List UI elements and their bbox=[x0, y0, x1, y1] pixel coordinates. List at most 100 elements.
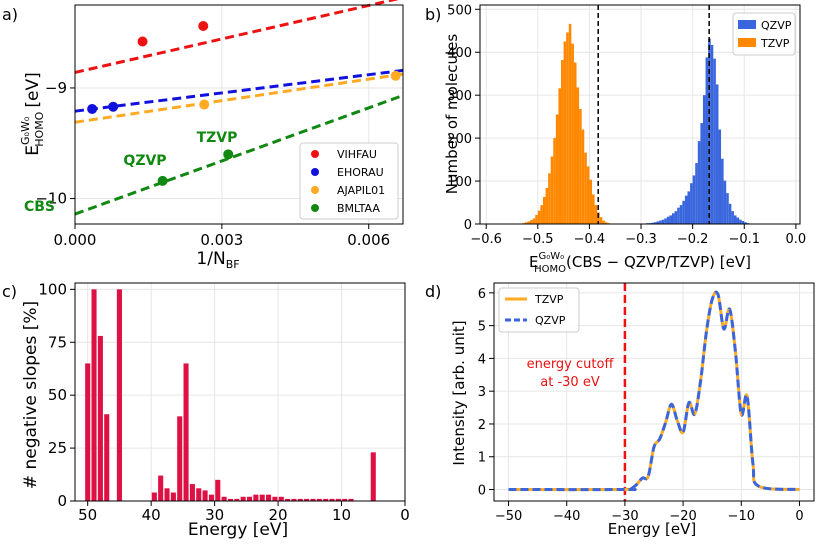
histogram-bar-tzvp bbox=[545, 187, 549, 224]
histogram-bar-tzvp bbox=[579, 108, 582, 224]
histogram-bar-qzvp bbox=[708, 38, 711, 225]
y-tick-label: 75 bbox=[48, 333, 67, 351]
data-point-vihfau bbox=[137, 36, 148, 47]
histogram-bar-qzvp bbox=[669, 215, 672, 224]
histogram-bar-tzvp bbox=[542, 196, 546, 224]
data-point-bmltaa bbox=[223, 149, 234, 160]
negative-slope-bar bbox=[183, 363, 189, 501]
histogram-bar-qzvp bbox=[721, 158, 724, 224]
legend-marker-ehorau bbox=[311, 168, 319, 176]
panel-a-fit-lines bbox=[74, 0, 404, 216]
negative-slope-bar bbox=[234, 498, 240, 501]
legend-label-qzvp: QZVP bbox=[761, 19, 792, 32]
histogram-bar-tzvp bbox=[581, 129, 585, 224]
negative-slope-bar bbox=[278, 496, 284, 501]
negative-slope-bar bbox=[170, 492, 176, 501]
data-point-vihfau bbox=[198, 21, 209, 32]
histogram-bar-qzvp bbox=[684, 195, 688, 224]
histogram-bar-tzvp bbox=[563, 41, 567, 224]
histogram-bar-qzvp bbox=[726, 193, 729, 224]
x-tick-label: 10 bbox=[332, 506, 351, 524]
fit-line-bmltaa bbox=[74, 94, 404, 216]
y-tick-label: 500 bbox=[447, 3, 472, 18]
histogram-bar-qzvp bbox=[731, 211, 734, 224]
x-tick-label: 50 bbox=[78, 506, 97, 524]
histogram-bar-tzvp bbox=[561, 59, 564, 224]
negative-slope-bar bbox=[342, 498, 348, 501]
panel-a: a) 0.000 0.003 0.006 −9 −10 CBS QZVP TZVP VI… bbox=[2, 0, 404, 271]
y-tick-label: 0 bbox=[464, 218, 472, 233]
negative-slope-bar bbox=[323, 498, 329, 501]
negative-slope-bar bbox=[208, 494, 214, 501]
histogram-bar-qzvp bbox=[651, 222, 654, 224]
negative-slope-bar bbox=[196, 488, 202, 501]
panel-b-frame bbox=[479, 4, 801, 225]
histogram-bar-tzvp bbox=[586, 166, 590, 224]
negative-slope-bar bbox=[310, 498, 316, 501]
histogram-bar-tzvp bbox=[597, 212, 600, 224]
panel-d-legend: TZVP QZVP bbox=[498, 287, 580, 333]
y-tick-label: 4 bbox=[478, 352, 486, 367]
y-tick-label: 200 bbox=[447, 132, 472, 147]
histogram-bar-tzvp bbox=[555, 114, 559, 224]
histogram-bar-tzvp bbox=[592, 194, 595, 224]
negative-slope-bar bbox=[266, 494, 272, 501]
negative-slope-bar bbox=[297, 498, 303, 501]
fit-line-ehorau bbox=[74, 68, 404, 113]
y-tick-label: 300 bbox=[447, 89, 472, 104]
panel-a-label: a) bbox=[2, 5, 18, 24]
annotation-tzvp: TZVP bbox=[197, 130, 238, 146]
negative-slope-bar bbox=[285, 498, 291, 501]
cutoff-annotation-line-1: energy cutoff bbox=[527, 357, 615, 372]
panel-d-frame bbox=[493, 282, 815, 502]
histogram-bar-tzvp bbox=[584, 152, 587, 224]
legend-label-ehorau: EHORAU bbox=[337, 166, 384, 179]
histogram-bar-qzvp bbox=[741, 220, 745, 224]
panel-a-ylabel: EG₀W₀HOMO[eV] bbox=[19, 72, 46, 155]
negative-slope-bar bbox=[215, 479, 221, 501]
histogram-bar-qzvp bbox=[679, 205, 683, 224]
data-point-ehorau bbox=[87, 103, 98, 114]
histogram-bar-qzvp bbox=[697, 141, 701, 224]
y-tick-label: 5 bbox=[478, 320, 486, 335]
x-tick-label: 0 bbox=[795, 509, 803, 524]
x-tick-label: −0.2 bbox=[677, 232, 709, 247]
legend-label-tzvp: TZVP bbox=[760, 37, 790, 50]
x-tick-label: −0.5 bbox=[522, 232, 554, 247]
histogram-bar-tzvp bbox=[566, 32, 569, 224]
legend-marker-ajapil01 bbox=[311, 186, 319, 194]
negative-slope-bar bbox=[202, 490, 208, 501]
histogram-bar-qzvp bbox=[713, 58, 716, 225]
legend-label-tzvp: TZVP bbox=[534, 293, 564, 306]
negative-slope-bar bbox=[189, 484, 195, 501]
data-point-ehorau bbox=[108, 101, 119, 112]
histogram-bar-qzvp bbox=[744, 222, 747, 224]
negative-slope-bar bbox=[151, 492, 157, 501]
x-tick-label: −30 bbox=[611, 509, 638, 524]
histogram-bar-qzvp bbox=[715, 84, 719, 224]
legend-swatch-qzvp bbox=[738, 20, 756, 29]
histogram-bar-qzvp bbox=[682, 200, 685, 224]
legend-marker-vihfau bbox=[311, 150, 319, 158]
histogram-bar-qzvp bbox=[700, 123, 703, 224]
histogram-bar-qzvp bbox=[659, 220, 662, 224]
panel-a-ticks: 0.000 0.003 0.006 −9 −10 bbox=[35, 79, 390, 249]
histogram-bar-tzvp bbox=[571, 43, 574, 224]
histogram-bar-qzvp bbox=[718, 129, 722, 224]
negative-slope-bar bbox=[158, 475, 164, 501]
histogram-bar-tzvp bbox=[532, 218, 536, 224]
negative-slope-bar bbox=[304, 498, 310, 501]
histogram-bar-qzvp bbox=[733, 215, 737, 224]
y-tick-label: 100 bbox=[38, 280, 67, 298]
legend-label-ajapil01: AJAPIL01 bbox=[337, 184, 385, 197]
legend-box bbox=[299, 142, 399, 220]
histogram-bar-qzvp bbox=[674, 211, 678, 224]
histogram-bar-tzvp bbox=[527, 221, 531, 224]
panel-d-lines bbox=[508, 290, 800, 492]
negative-slope-bar bbox=[164, 488, 170, 501]
histogram-bar-tzvp bbox=[537, 210, 541, 224]
panel-d-ticks: −50 −40 −30 −20 −10 0 0 1 2 3 4 5 6 bbox=[478, 287, 804, 524]
histogram-bar-qzvp bbox=[702, 95, 706, 224]
